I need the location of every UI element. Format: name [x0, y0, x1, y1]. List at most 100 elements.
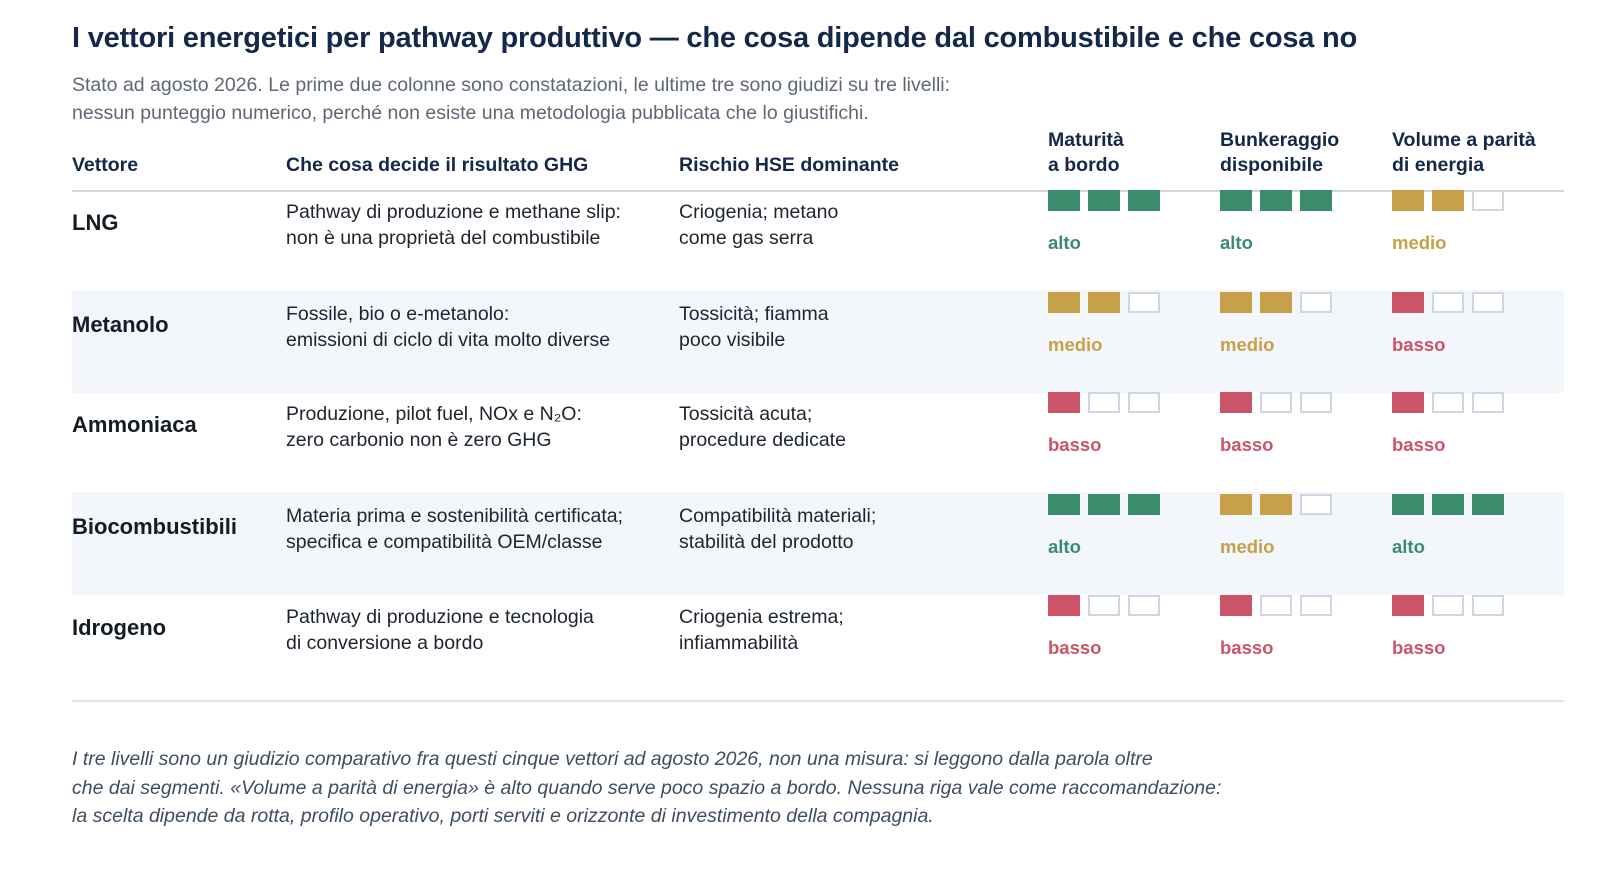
rating-segment-filled [1260, 190, 1292, 211]
rating-level-label: medio [1048, 334, 1103, 355]
bunkeraggio-rating: medio [1220, 494, 1332, 558]
rating-segment-filled [1128, 190, 1160, 211]
hse-cell-line: poco visibile [679, 329, 786, 351]
rating-segment-filled [1088, 292, 1120, 313]
volume-rating: basso [1392, 292, 1504, 356]
rating-level-label: basso [1048, 434, 1102, 455]
rating-level-label: basso [1220, 434, 1274, 455]
volume-rating: basso [1392, 392, 1504, 456]
hse-cell-line: stabilità del prodotto [679, 531, 854, 553]
footnote: I tre livelli sono un giudizio comparati… [72, 745, 1472, 831]
ghg-cell-line: emissioni di ciclo di vita molto diverse [286, 329, 611, 351]
rating-segment-empty [1432, 292, 1464, 313]
bunkeraggio-rating: basso [1220, 392, 1332, 456]
rating-segment-filled [1220, 494, 1252, 515]
rating-segment-filled [1088, 494, 1120, 515]
rating-segment-filled [1392, 595, 1424, 616]
table-row: Metanolo Fossile, bio o e-metanolo: emissi… [72, 290, 1564, 393]
table-row: Idrogeno Pathway di produzione e tecnolog… [72, 593, 1564, 696]
rating-segment-empty [1088, 595, 1120, 616]
vettore-name: Idrogeno [72, 615, 167, 640]
rating-level-label: basso [1048, 637, 1102, 658]
rating-segment-filled [1048, 190, 1080, 211]
rating-level-label: basso [1392, 637, 1446, 658]
rating-segments [1048, 392, 1160, 413]
rating-segment-filled [1048, 595, 1080, 616]
rating-segment-filled [1300, 190, 1332, 211]
rating-level-label: alto [1392, 536, 1425, 557]
rating-level-label: basso [1220, 637, 1274, 658]
footnote-line-1: I tre livelli sono un giudizio comparati… [72, 748, 1153, 770]
hse-cell-line: infiammabilità [679, 632, 799, 654]
rating-segment-filled [1432, 190, 1464, 211]
rating-segment-filled [1048, 494, 1080, 515]
bunkeraggio-rating: alto [1220, 190, 1332, 254]
rating-level-label: medio [1220, 334, 1275, 355]
hse-cell: Compatibilità materiali; stabilità del pr… [679, 503, 876, 555]
table-row: Biocombustibili Materia prima e sostenibi… [72, 492, 1564, 595]
rating-segment-filled [1220, 190, 1252, 211]
hse-cell-line: Tossicità; fiamma [679, 303, 829, 325]
rating-segment-empty [1432, 392, 1464, 413]
ghg-cell: Fossile, bio o e-metanolo: emissioni di c… [286, 301, 610, 353]
maturita-rating: basso [1048, 595, 1160, 659]
hse-cell-line: Criogenia estrema; [679, 606, 844, 628]
hse-cell-line: come gas serra [679, 227, 814, 249]
rating-level-label: basso [1392, 434, 1446, 455]
rating-level-label: alto [1048, 232, 1081, 253]
rating-segment-filled [1220, 595, 1252, 616]
column-header-ghg: Che cosa decide il risultato GHG [286, 154, 589, 176]
rating-segments [1392, 392, 1504, 413]
hse-cell: Tossicità acuta; procedure dedicate [679, 401, 846, 453]
volume-rating: alto [1392, 494, 1504, 558]
rating-segments [1392, 595, 1504, 616]
rating-segment-empty [1472, 595, 1504, 616]
rating-segment-empty [1088, 392, 1120, 413]
subtitle: Stato ad agosto 2026. Le prime due colon… [72, 71, 1172, 127]
rating-segments [1392, 292, 1504, 313]
hse-cell: Tossicità; fiamma poco visibile [679, 301, 829, 353]
rating-segment-filled [1088, 190, 1120, 211]
footnote-line-3: la scelta dipende da rotta, profilo oper… [72, 805, 934, 827]
rating-segment-empty [1128, 392, 1160, 413]
rating-segments [1220, 292, 1332, 313]
rating-segment-filled [1432, 494, 1464, 515]
ghg-cell-line: Pathway di produzione e methane slip: [286, 201, 621, 223]
hse-cell-line: Compatibilità materiali; [679, 505, 877, 527]
rating-segment-empty [1128, 292, 1160, 313]
column-header-maturita: Maturità a bordo [1048, 129, 1124, 176]
rating-segment-empty [1432, 595, 1464, 616]
maturita-rating: basso [1048, 392, 1160, 456]
rating-segment-filled [1392, 292, 1424, 313]
rating-segment-empty [1300, 292, 1332, 313]
rating-level-label: medio [1220, 536, 1275, 557]
vettore-name: Metanolo [72, 312, 169, 337]
rating-segment-empty [1472, 392, 1504, 413]
rating-segments [1392, 190, 1504, 211]
rating-level-label: basso [1392, 334, 1446, 355]
table-bottom-divider [72, 700, 1564, 702]
column-header-volume: Volume a parità di energia [1392, 129, 1536, 176]
rating-segment-filled [1128, 494, 1160, 515]
subtitle-line-1: Stato ad agosto 2026. Le prime due colon… [72, 74, 951, 96]
rating-segment-filled [1260, 292, 1292, 313]
ghg-cell-line: non è una proprietà del combustibile [286, 227, 601, 249]
vettore-name: Ammoniaca [72, 412, 197, 437]
ghg-cell: Pathway di produzione e tecnologia di con… [286, 604, 594, 656]
footnote-line-2: che dai segmenti. «Volume a parità di en… [72, 776, 1222, 799]
rating-segment-empty [1260, 392, 1292, 413]
ghg-cell-line: di conversione a bordo [286, 632, 484, 654]
rating-segment-filled [1048, 392, 1080, 413]
maturita-rating: medio [1048, 292, 1160, 356]
rating-segment-filled [1220, 292, 1252, 313]
hse-cell-line: Tossicità acuta; [679, 403, 813, 425]
hse-cell: Criogenia estrema; infiammabilità [679, 604, 844, 656]
table-row: LNG Pathway di produzione e methane slip:… [72, 188, 1564, 291]
rating-segment-empty [1472, 292, 1504, 313]
rating-segment-empty [1472, 190, 1504, 211]
subtitle-line-2: nessun punteggio numerico, perché non es… [72, 102, 869, 124]
column-header-vettore: Vettore [72, 154, 139, 176]
rating-segment-empty [1128, 595, 1160, 616]
rating-segment-filled [1472, 494, 1504, 515]
rating-level-label: alto [1220, 232, 1253, 253]
